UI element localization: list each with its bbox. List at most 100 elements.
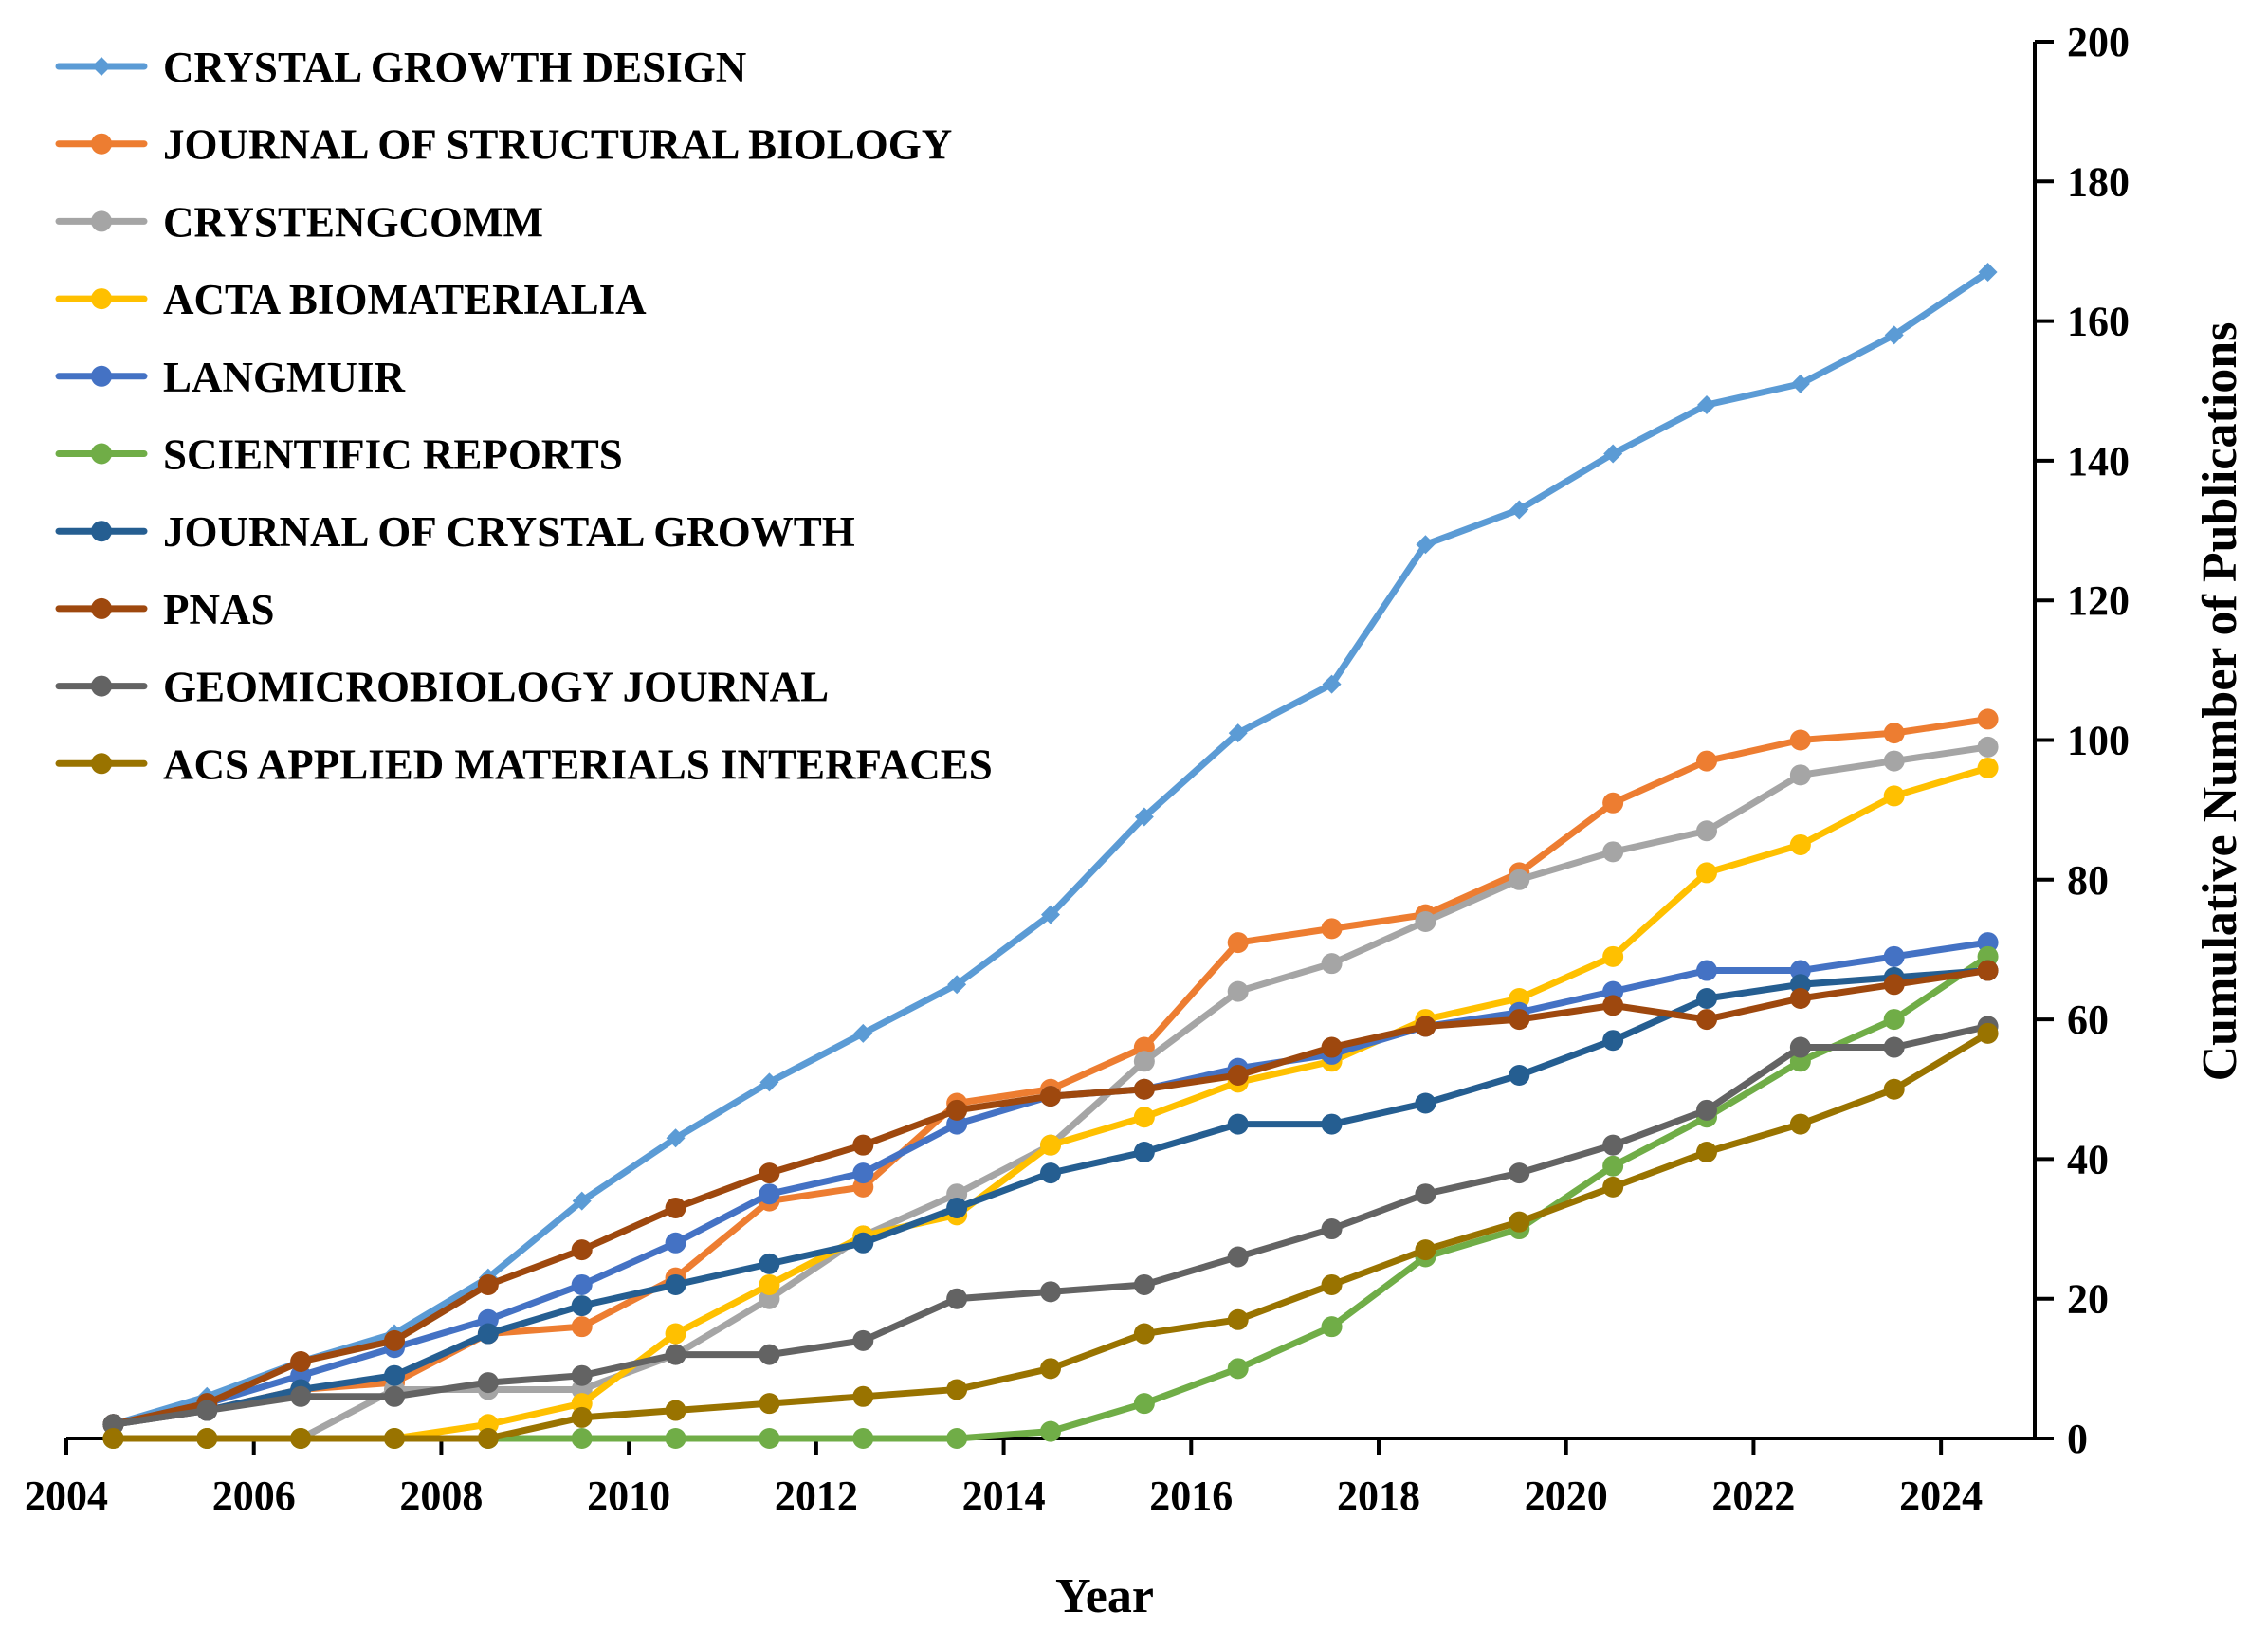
data-point-crystal-growth-design xyxy=(947,975,967,995)
data-point-acs-applied-materials-interfaces xyxy=(946,1379,968,1400)
data-point-pnas xyxy=(1977,960,1999,981)
data-point-journal-of-structural-biology xyxy=(1321,918,1343,940)
x-tick-label: 2018 xyxy=(1337,1473,1420,1519)
legend-marker xyxy=(91,597,112,619)
y-tick-label: 160 xyxy=(2067,299,2130,345)
data-point-acta-biomaterialia xyxy=(1696,862,1717,884)
legend-marker xyxy=(91,288,112,310)
x-tick-label: 2004 xyxy=(25,1473,108,1519)
data-point-acs-applied-materials-interfaces xyxy=(1883,1078,1905,1100)
y-tick-label: 80 xyxy=(2067,857,2109,904)
data-point-scientific-reports xyxy=(1133,1393,1155,1415)
data-point-journal-of-structural-biology xyxy=(1696,750,1717,772)
data-point-geomicrobiology-journal xyxy=(1133,1273,1155,1295)
data-point-langmuir xyxy=(759,1183,780,1205)
data-point-langmuir xyxy=(852,1162,874,1184)
data-point-acta-biomaterialia xyxy=(1040,1134,1061,1156)
data-point-crystengcomm xyxy=(1602,841,1624,863)
legend-label: CRYSTAL GROWTH DESIGN xyxy=(163,44,746,91)
data-point-crystengcomm xyxy=(1133,1051,1155,1072)
data-point-geomicrobiology-journal xyxy=(1227,1246,1249,1268)
legend-label: CRYSTENGCOMM xyxy=(163,198,543,246)
data-point-scientific-reports xyxy=(1321,1316,1343,1338)
data-point-geomicrobiology-journal xyxy=(759,1344,780,1365)
data-point-journal-of-structural-biology xyxy=(571,1316,593,1338)
y-tick-label: 20 xyxy=(2067,1276,2109,1323)
axes: 2004 2006 2008 2010 2012 2014 2016 2018 2020 2022… xyxy=(25,19,2130,1519)
legend-label: JOURNAL OF CRYSTAL GROWTH xyxy=(163,508,855,556)
data-point-scientific-reports xyxy=(1227,1358,1249,1380)
y-tick-label: 60 xyxy=(2067,997,2109,1043)
data-point-acs-applied-materials-interfaces xyxy=(477,1428,499,1449)
data-point-acs-applied-materials-interfaces xyxy=(571,1406,593,1428)
data-point-acta-biomaterialia xyxy=(1977,757,1999,778)
legend-marker xyxy=(91,675,112,697)
data-point-acta-biomaterialia xyxy=(1133,1107,1155,1128)
data-point-crystengcomm xyxy=(1696,820,1717,842)
data-point-acs-applied-materials-interfaces xyxy=(1415,1239,1436,1261)
data-point-journal-of-crystal-growth xyxy=(1227,1113,1249,1135)
data-point-pnas xyxy=(759,1162,780,1184)
data-point-acs-applied-materials-interfaces xyxy=(1227,1308,1249,1330)
data-point-pnas xyxy=(1789,988,1811,1010)
data-point-geomicrobiology-journal xyxy=(196,1400,218,1421)
data-point-journal-of-crystal-growth xyxy=(1602,1030,1624,1052)
data-point-crystal-growth-design xyxy=(759,1072,779,1092)
x-tick-label: 2024 xyxy=(1899,1473,1983,1519)
data-point-geomicrobiology-journal xyxy=(1789,1036,1811,1058)
data-point-geomicrobiology-journal xyxy=(1696,1099,1717,1121)
legend-item-acs-applied-materials-interfaces: ACS APPLIED MATERIALS INTERFACES xyxy=(55,741,993,788)
data-point-acs-applied-materials-interfaces xyxy=(1602,1176,1624,1198)
data-point-crystal-growth-design xyxy=(1134,807,1154,827)
data-point-geomicrobiology-journal xyxy=(384,1385,405,1407)
data-point-journal-of-crystal-growth xyxy=(1415,1092,1436,1114)
data-point-acs-applied-materials-interfaces xyxy=(102,1428,124,1449)
data-point-acs-applied-materials-interfaces xyxy=(665,1400,686,1421)
data-point-pnas xyxy=(1696,1009,1717,1031)
data-point-journal-of-crystal-growth xyxy=(571,1295,593,1317)
data-point-crystal-growth-design xyxy=(666,1128,686,1148)
legend-item-crystengcomm: CRYSTENGCOMM xyxy=(55,198,543,246)
data-point-scientific-reports xyxy=(665,1428,686,1449)
data-point-acs-applied-materials-interfaces xyxy=(196,1428,218,1449)
data-point-crystal-growth-design xyxy=(1790,374,1810,393)
data-point-acta-biomaterialia xyxy=(665,1323,686,1345)
data-point-scientific-reports xyxy=(1602,1155,1624,1177)
x-tick-label: 2020 xyxy=(1525,1473,1608,1519)
data-point-acs-applied-materials-interfaces xyxy=(1696,1142,1717,1163)
x-tick-label: 2016 xyxy=(1149,1473,1233,1519)
y-tick-label: 120 xyxy=(2067,577,2130,624)
data-point-journal-of-crystal-growth xyxy=(477,1323,499,1345)
data-point-journal-of-structural-biology xyxy=(1977,708,1999,730)
x-axis-title: Year xyxy=(1055,1569,1154,1623)
y-tick-label: 40 xyxy=(2067,1136,2109,1182)
data-point-journal-of-crystal-growth xyxy=(1696,988,1717,1010)
data-point-crystengcomm xyxy=(1883,750,1905,772)
data-point-journal-of-crystal-growth xyxy=(946,1197,968,1218)
data-point-acs-applied-materials-interfaces xyxy=(1509,1211,1530,1233)
data-point-crystengcomm xyxy=(1509,869,1530,890)
data-point-crystal-growth-design xyxy=(853,1023,873,1043)
data-point-journal-of-crystal-growth xyxy=(384,1364,405,1386)
legend: CRYSTAL GROWTH DESIGN JOURNAL OF STRUCTUR… xyxy=(55,44,993,788)
data-point-scientific-reports xyxy=(1883,1009,1905,1031)
data-point-pnas xyxy=(1415,1016,1436,1037)
series-geomicrobiology-journal xyxy=(102,1016,1999,1436)
legend-label: ACTA BIOMATERIALIA xyxy=(163,276,647,323)
data-point-acs-applied-materials-interfaces xyxy=(1133,1323,1155,1345)
series-acs-applied-materials-interfaces xyxy=(102,1022,1999,1449)
data-point-crystal-growth-design xyxy=(572,1191,592,1211)
data-point-crystengcomm xyxy=(1227,980,1249,1002)
data-point-langmuir xyxy=(571,1273,593,1295)
data-point-pnas xyxy=(384,1329,405,1351)
data-point-langmuir xyxy=(1696,960,1717,981)
data-point-pnas xyxy=(1133,1078,1155,1100)
y-axis-title: Cumulative Number of Publications xyxy=(2193,322,2247,1082)
data-point-journal-of-crystal-growth xyxy=(759,1253,780,1274)
data-point-acs-applied-materials-interfaces xyxy=(1789,1113,1811,1135)
data-point-crystal-growth-design xyxy=(1228,723,1248,743)
data-point-acta-biomaterialia xyxy=(1789,833,1811,855)
legend-marker xyxy=(91,133,112,155)
legend-item-scientific-reports: SCIENTIFIC REPORTS xyxy=(55,431,623,479)
x-tick-label: 2022 xyxy=(1711,1473,1795,1519)
